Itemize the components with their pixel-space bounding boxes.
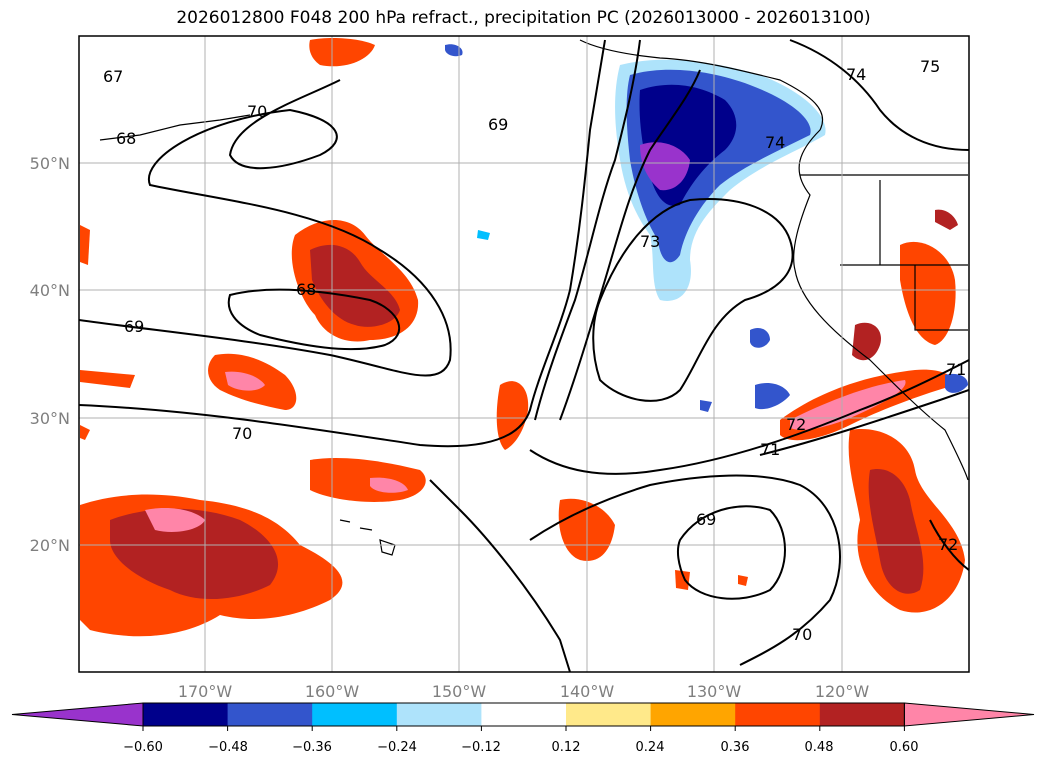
map-frame [78, 35, 970, 673]
colorbar-segment [819, 703, 905, 726]
contour-label: 69 [124, 317, 144, 336]
contour-label: 72 [786, 415, 806, 434]
longitude-labels: 170°W 160°W 150°W 140°W 130°W 120°W [178, 682, 870, 701]
colorbar-segment [396, 703, 482, 726]
contour-label: 68 [296, 280, 316, 299]
colorbar-tick-label: −0.12 [461, 740, 501, 755]
colorbar-ticks [142, 726, 905, 731]
lon-label: 120°W [815, 682, 870, 701]
contour-label: 68 [116, 129, 136, 148]
colorbar-segment [481, 703, 567, 726]
contour-label: 70 [247, 102, 267, 121]
lat-label: 20°N [30, 536, 70, 555]
lon-label: 150°W [432, 682, 487, 701]
contour-label: 71 [760, 440, 780, 459]
contour-label: 70 [792, 625, 812, 644]
lat-label: 50°N [30, 154, 70, 173]
colorbar-tick-label: 0.36 [721, 740, 750, 755]
contour-label: 74 [765, 133, 785, 152]
colorbar-tick-labels: −0.60 −0.48 −0.36 −0.24 −0.12 0.12 0.24 … [123, 740, 918, 755]
coastlines [99, 39, 969, 556]
colorbar-tick-label: −0.60 [123, 740, 163, 755]
colorbar-segment [566, 703, 652, 726]
colorbar-tick-label: 0.24 [636, 740, 665, 755]
lon-label: 130°W [687, 682, 742, 701]
colorbar-tick-label: 0.60 [890, 740, 919, 755]
latitude-labels: 50°N 40°N 30°N 20°N [30, 154, 70, 555]
contour-label: 70 [232, 424, 252, 443]
lon-label: 170°W [178, 682, 233, 701]
colorbar-tick-label: 0.48 [805, 740, 834, 755]
colorbar-extend-min [11, 702, 144, 727]
colorbar-outline [142, 702, 905, 727]
colorbar-segment [227, 703, 313, 726]
lat-label: 30°N [30, 409, 70, 428]
colorbar-segment [143, 703, 229, 726]
colorbar-tick-label: −0.24 [377, 740, 417, 755]
colorbar-segments [11, 702, 1035, 727]
lat-label: 40°N [30, 281, 70, 300]
colorbar-segment [735, 703, 821, 726]
colorbar-segment [650, 703, 736, 726]
colorbar-tick-label: 0.12 [552, 740, 581, 755]
colorbar-tick-label: −0.36 [292, 740, 332, 755]
colorbar-extend-max [903, 702, 1035, 727]
contour-label: 67 [103, 67, 123, 86]
contour-labels: 67 68 69 70 68 69 70 73 74 75 74 71 72 7… [103, 57, 966, 644]
lon-label: 140°W [560, 682, 615, 701]
contour-label: 69 [696, 510, 716, 529]
contour-label: 71 [946, 360, 966, 379]
colorbar-tick-label: −0.48 [208, 740, 248, 755]
refractivity-contours [79, 39, 969, 672]
lon-label: 160°W [305, 682, 360, 701]
contour-label: 69 [488, 115, 508, 134]
map-title: 2026012800 F048 200 hPa refract., precip… [176, 8, 871, 28]
contour-label: 74 [846, 65, 866, 84]
contour-label: 73 [640, 232, 660, 251]
contour-label: 72 [938, 535, 958, 554]
colorbar-segment [312, 703, 398, 726]
contour-label: 75 [920, 57, 940, 76]
